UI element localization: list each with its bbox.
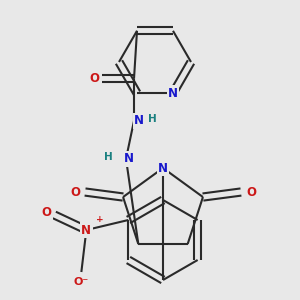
Text: H: H xyxy=(148,114,156,124)
Text: N: N xyxy=(168,87,178,100)
Text: H: H xyxy=(103,152,112,162)
Text: O: O xyxy=(41,206,51,218)
Text: N: N xyxy=(134,114,144,127)
Text: O⁻: O⁻ xyxy=(74,277,89,287)
Text: O: O xyxy=(89,72,99,85)
Text: N: N xyxy=(158,161,168,175)
Text: O: O xyxy=(70,185,80,199)
Text: +: + xyxy=(96,215,104,224)
Text: N: N xyxy=(124,152,134,165)
Text: N: N xyxy=(81,224,92,236)
Text: O: O xyxy=(246,185,256,199)
